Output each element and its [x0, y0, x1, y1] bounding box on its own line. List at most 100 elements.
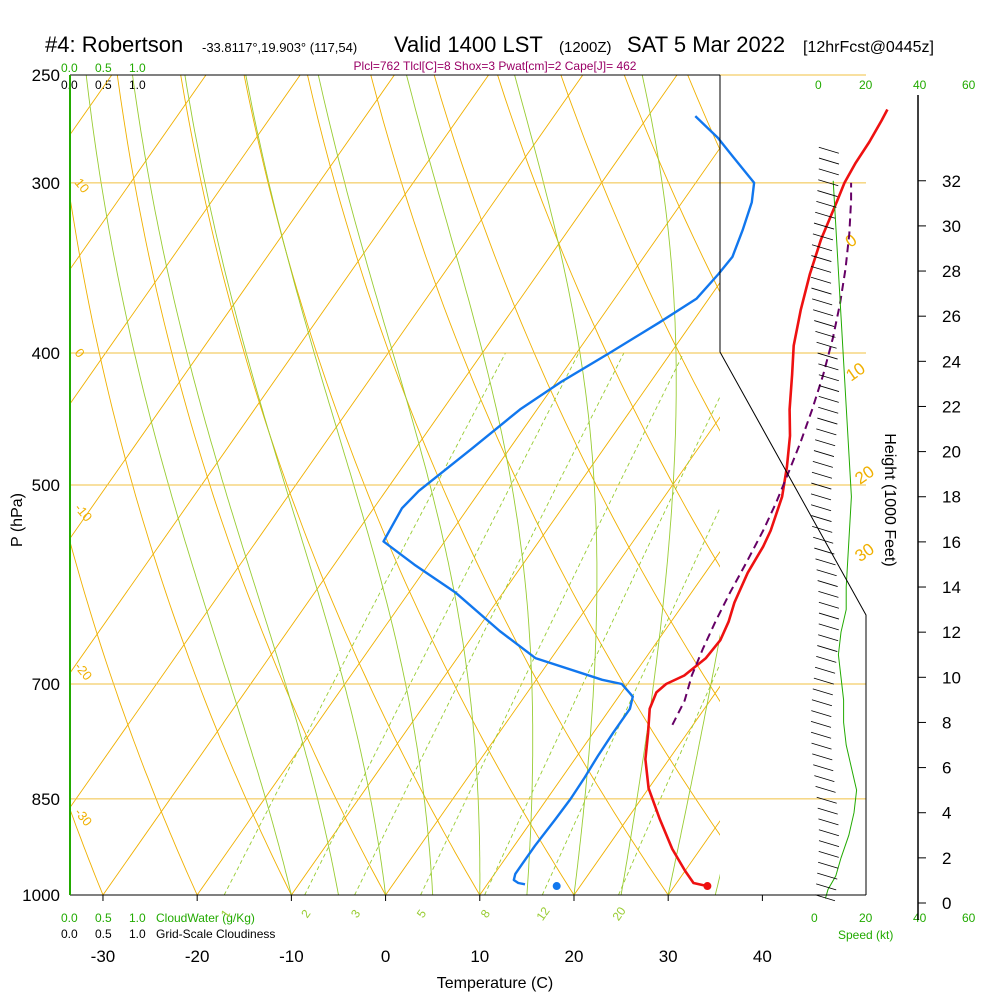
wind-barb — [810, 504, 832, 512]
speed-caption: Speed (kt) — [838, 928, 893, 942]
isotherm-10 — [479, 551, 720, 895]
speed-tick-top-3: 60 — [962, 78, 976, 92]
cloudwater-tick-bottom-1: 0.5 — [95, 911, 112, 925]
wind-barb — [810, 266, 832, 273]
wind-barb — [816, 341, 837, 349]
sounding-indices: Plcl=762 Tlcl[C]=8 Shox=3 Pwat[cm]=2 Cap… — [354, 59, 637, 73]
height-tick-label: 0 — [942, 894, 951, 913]
cloudiness-tick-bottom-0: 0.0 — [61, 927, 78, 941]
temperature-tick-label: 30 — [659, 947, 678, 966]
isotherm-60 — [951, 75, 1000, 895]
dry-adiabat--20 — [70, 540, 198, 895]
height-tick-label: 8 — [942, 713, 951, 732]
wind-barb — [813, 222, 835, 230]
sounding-profiles — [382, 108, 889, 891]
wind-barb — [818, 179, 839, 187]
wind-barb — [812, 309, 834, 317]
wind-barb — [811, 742, 832, 750]
wind-barb — [815, 211, 836, 219]
zulu-time: (1200Z) — [559, 39, 612, 56]
pressure-tick-label: 1000 — [22, 886, 60, 905]
cloudwater-caption: CloudWater (g/Kg) — [156, 911, 255, 925]
wind-barb — [813, 677, 834, 685]
pressure-tick-label: 250 — [32, 66, 60, 85]
mixing-ratio-line-2 — [304, 352, 580, 895]
temperature-tick-label: -10 — [279, 947, 304, 966]
wind-barb — [818, 168, 839, 176]
wind-barb — [818, 385, 840, 392]
speed-tick-bottom-2: 40 — [913, 911, 927, 925]
wind-barb — [810, 721, 832, 728]
wind-speed-line — [824, 180, 858, 899]
mixing-ratio-label: 8 — [478, 907, 493, 921]
height-tick-label: 12 — [942, 623, 961, 642]
moist-adiabat-30 — [667, 633, 720, 895]
height-tick-label: 20 — [942, 443, 961, 462]
moist-adiabat--5 — [132, 75, 339, 895]
wind-barb — [818, 818, 839, 826]
wind-barb — [815, 331, 836, 338]
wind-barb — [812, 461, 833, 468]
temperature-tick-label: -20 — [185, 947, 210, 966]
dry-adiabat-10 — [180, 75, 481, 895]
pressure-tick-label: 700 — [32, 675, 60, 694]
mixing-ratio-line-8 — [484, 395, 720, 895]
parcel-line — [671, 182, 853, 726]
cloudwater-tick-bottom-0: 0.0 — [61, 911, 78, 925]
wind-barb — [818, 851, 839, 858]
dry-adiabat--10 — [70, 194, 292, 895]
wind-barb — [817, 580, 838, 587]
wind-barb — [817, 190, 838, 197]
wind-barb — [817, 807, 838, 815]
valid-date: SAT 5 Mar 2022 — [627, 32, 785, 57]
dry-adiabat-label: -30 — [72, 805, 96, 829]
station-title: #4: Robertson — [45, 32, 183, 57]
moist-adiabat-10 — [317, 75, 481, 895]
height-tick-label: 2 — [942, 849, 951, 868]
wind-barb — [811, 699, 833, 707]
temperature-tick-label: 0 — [381, 947, 390, 966]
speed-tick-top-0: 0 — [815, 78, 822, 92]
cloudiness-tick-top-1: 0.5 — [95, 78, 112, 92]
cloudiness-tick-bottom-2: 1.0 — [129, 927, 146, 941]
temperature-tick-label: 40 — [753, 947, 772, 966]
pressure-tick-label: 400 — [32, 344, 60, 363]
wind-barb — [813, 450, 835, 457]
height-tick-label: 4 — [942, 804, 951, 823]
wind-barb — [813, 536, 834, 544]
mixing-ratio-line-20 — [618, 663, 720, 895]
forecast-label: [12hrFcst@0445z] — [803, 39, 934, 56]
isotherm--80 — [70, 75, 207, 271]
wind-barb — [810, 493, 832, 501]
mixing-ratio-label: 20 — [610, 904, 629, 923]
pressure-tick-label: 300 — [32, 174, 60, 193]
cloudiness-caption: Grid-Scale Cloudiness — [156, 927, 275, 941]
wind-barb — [810, 276, 832, 284]
wind-barb — [811, 244, 833, 252]
height-axis-title: Height (1000 Feet) — [881, 433, 898, 566]
height-tick-label: 6 — [942, 759, 951, 778]
mixing-ratio-line-12 — [541, 506, 720, 895]
moist-adiabat-5 — [245, 75, 434, 895]
isotherm-label: 20 — [851, 462, 877, 488]
height-tick-label: 18 — [942, 488, 961, 507]
dry-adiabat-30 — [307, 75, 669, 895]
isotherm--70 — [70, 75, 301, 405]
speed-tick-bottom-1: 20 — [859, 911, 873, 925]
wind-barb — [812, 526, 833, 533]
speed-tick-bottom-3: 60 — [962, 911, 976, 925]
wind-barb — [814, 320, 835, 327]
moist-adiabat-25 — [620, 75, 677, 895]
moist-adiabat-0 — [184, 75, 387, 895]
dry-adiabat-60 — [497, 75, 720, 568]
wind-profile — [810, 146, 858, 902]
wind-barb — [811, 710, 832, 717]
dry-adiabat-label: 10 — [72, 175, 93, 196]
wind-barb — [811, 482, 832, 490]
wind-barb — [815, 439, 836, 447]
cloudiness-tick-bottom-1: 0.5 — [95, 927, 112, 941]
wind-barb — [818, 374, 839, 382]
dewpoint-line — [382, 115, 756, 886]
wind-barb — [810, 731, 832, 739]
wind-barb — [818, 612, 840, 620]
